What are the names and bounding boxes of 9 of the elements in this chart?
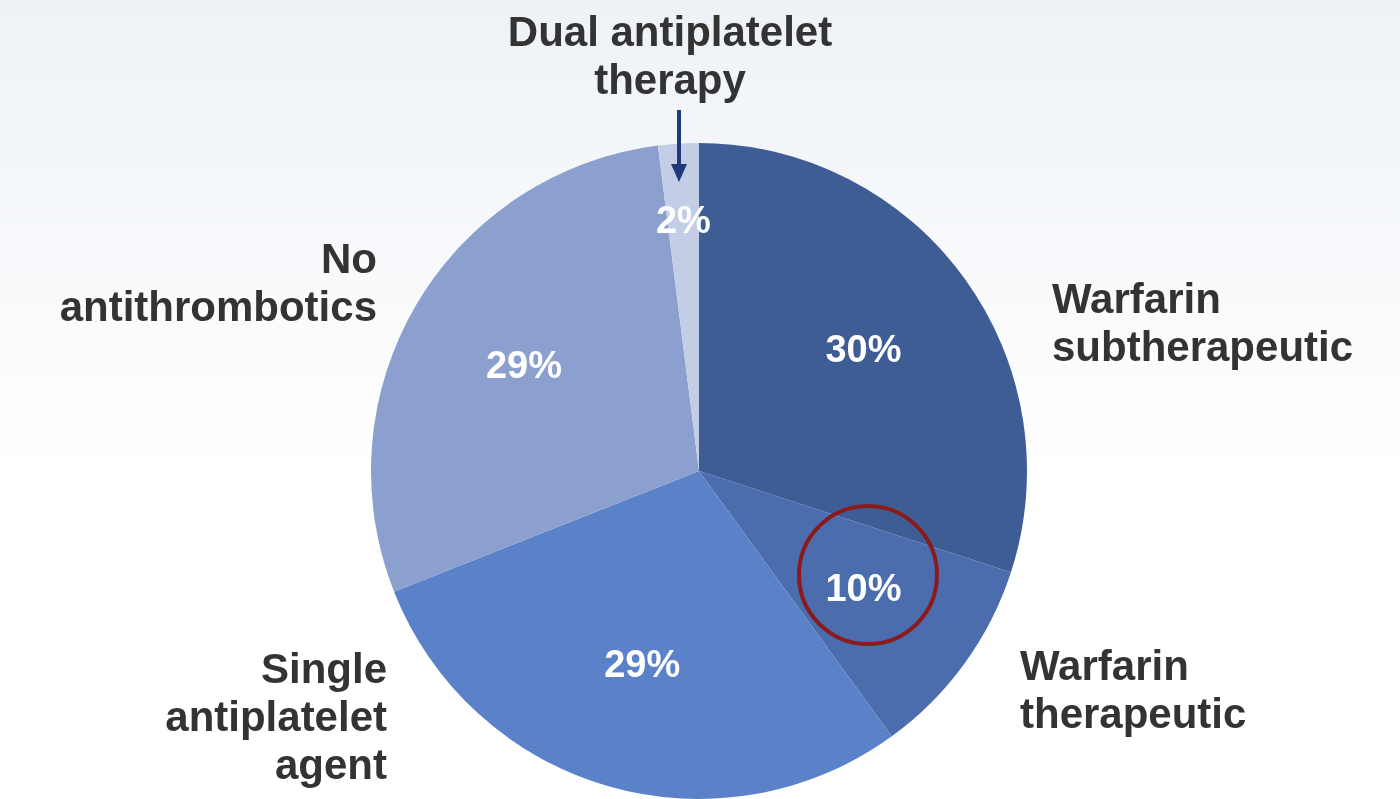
slice-label: No antithrombotics: [59, 235, 377, 331]
data-label: 29%: [485, 343, 562, 386]
slice-label: Single antiplatelet agent: [165, 645, 387, 789]
slice-label: Warfarin subtherapeutic: [1052, 275, 1354, 371]
slice-label: Dual antiplatelet therapy: [507, 8, 833, 104]
data-label: 29%: [604, 642, 681, 685]
slice-label: Warfarin therapeutic: [1020, 642, 1247, 738]
data-label: 30%: [825, 327, 902, 370]
data-label: 10%: [825, 567, 902, 610]
